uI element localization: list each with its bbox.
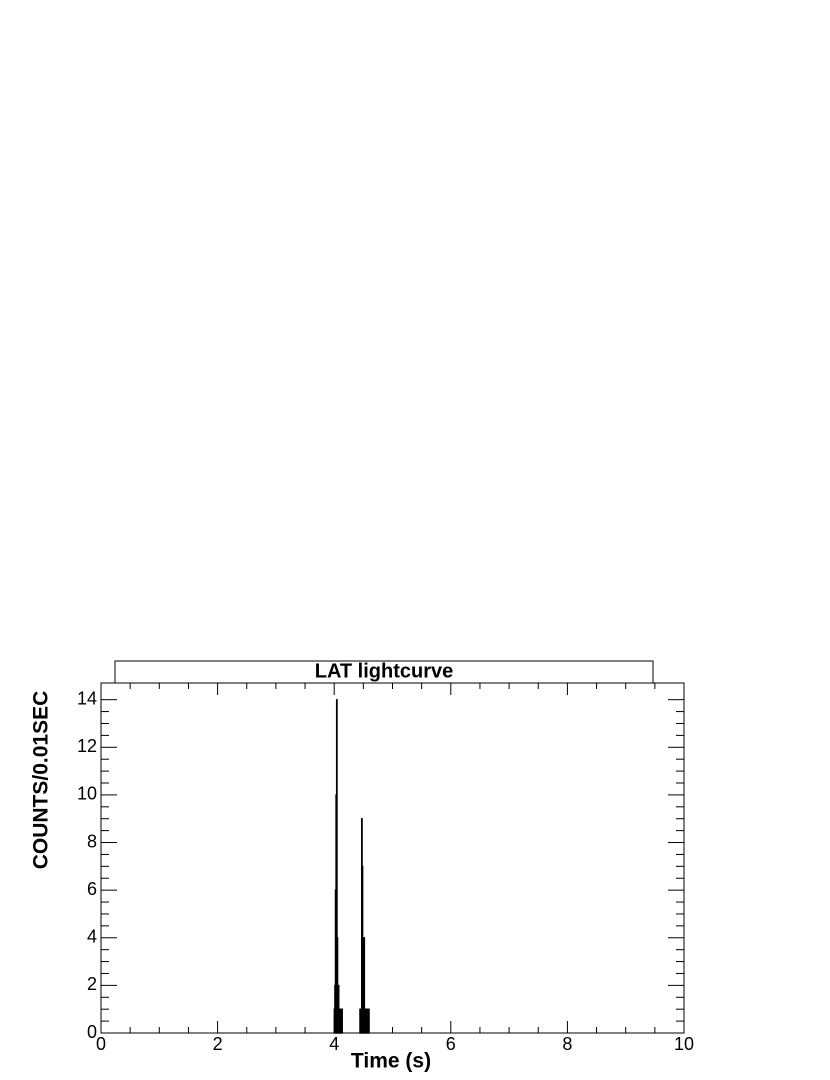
x-tick-label: 0 xyxy=(96,1034,106,1054)
y-tick-label: 8 xyxy=(87,831,97,851)
y-tick-label: 2 xyxy=(87,974,97,994)
y-tick-label: 0 xyxy=(87,1022,97,1042)
x-tick-label: 6 xyxy=(446,1034,456,1054)
y-tick-label: 10 xyxy=(77,784,97,804)
y-tick-label: 4 xyxy=(87,927,97,947)
plot-frame xyxy=(100,682,685,1034)
x-tick-label: 8 xyxy=(562,1034,572,1054)
x-tick-label: 2 xyxy=(213,1034,223,1054)
x-tick-label: 10 xyxy=(674,1034,694,1054)
y-tick-label: 12 xyxy=(77,736,97,756)
y-tick-label: 14 xyxy=(77,688,97,708)
chart-title: LAT lightcurve xyxy=(315,660,454,682)
y-axis-label: COUNTS/0.01SEC xyxy=(30,691,53,870)
histogram-bar xyxy=(367,1008,370,1034)
x-tick-label: 4 xyxy=(329,1034,339,1054)
x-axis-label: Time (s) xyxy=(351,1050,431,1073)
histogram-bar xyxy=(341,1008,343,1034)
y-tick-label: 6 xyxy=(87,879,97,899)
